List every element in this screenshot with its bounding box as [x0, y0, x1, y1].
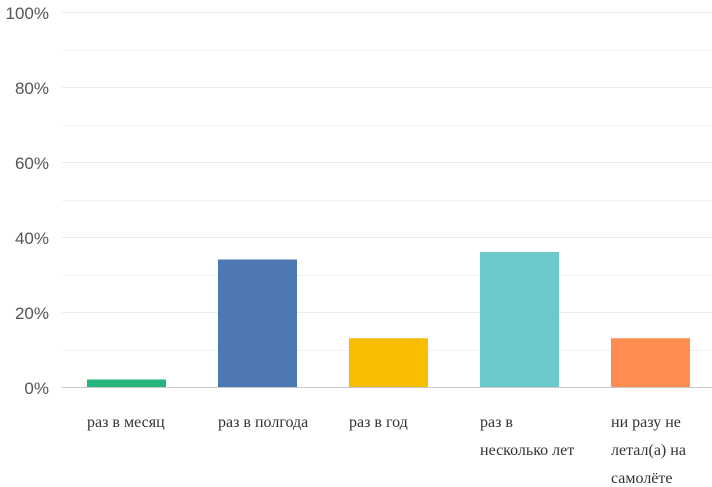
y-tick-label: 100% — [6, 4, 49, 23]
x-category-label: раз в месяц — [87, 414, 165, 431]
y-tick-label: 80% — [15, 79, 49, 98]
bar — [349, 338, 428, 387]
x-category-label: ни разу не летал(а) на самолёте — [611, 414, 686, 487]
bar — [480, 252, 559, 387]
x-category-label: раз в полгода — [218, 414, 308, 431]
x-category-label: раз в год — [349, 414, 408, 431]
bars — [87, 252, 690, 387]
bar — [611, 338, 690, 387]
x-category-label: раз в несколько лет — [480, 414, 574, 459]
gridlines — [62, 12, 712, 351]
y-tick-label: 60% — [15, 154, 49, 173]
y-axis-tick-labels: 0% 20% 40% 60% 80% 100% — [6, 4, 49, 398]
y-tick-label: 0% — [24, 379, 49, 398]
y-tick-label: 20% — [15, 304, 49, 323]
bar — [218, 259, 297, 387]
bar — [87, 379, 166, 387]
x-axis-category-labels: раз в месяц раз в полгода раз в год раз в не… — [87, 414, 686, 487]
y-tick-label: 40% — [15, 229, 49, 248]
